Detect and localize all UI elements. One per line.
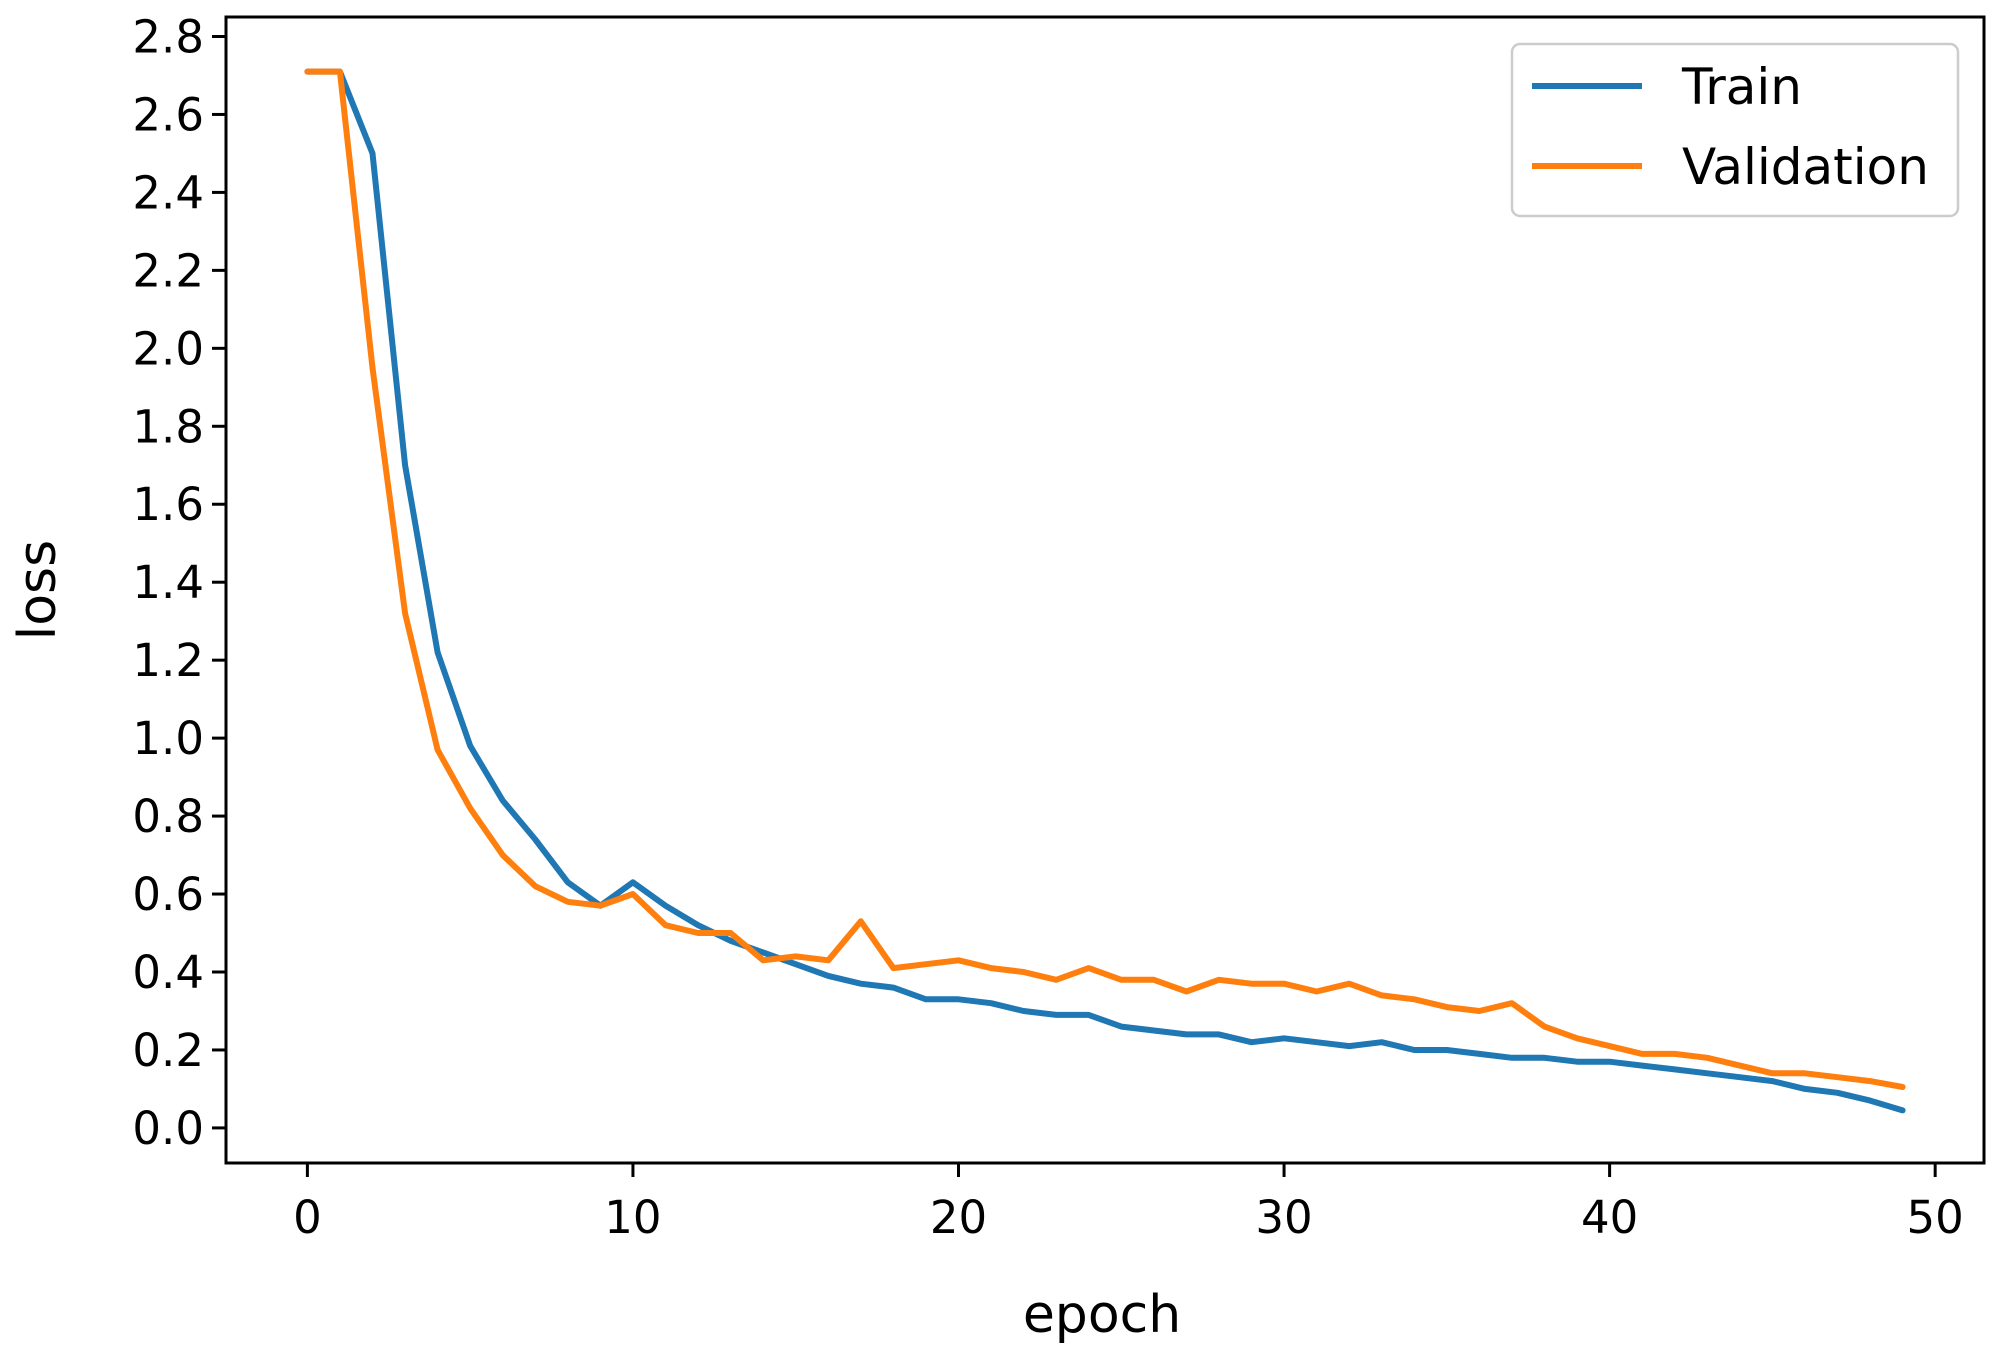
x-axis: 0 10 20 30 40 50 (293, 1163, 1964, 1244)
y-tick-label: 2.8 (132, 10, 204, 63)
x-tick-label: 10 (604, 1191, 661, 1244)
y-axis: 0.0 0.2 0.4 0.6 0.8 1.0 1.2 1.4 1.6 1.8 2.0 2.2 2.4 2… (132, 10, 226, 1155)
y-tick-label: 1.0 (132, 712, 204, 765)
y-tick-label: 1.8 (132, 400, 204, 453)
legend-label-train: Train (1681, 58, 1802, 116)
legend-label-validation: Validation (1682, 138, 1929, 196)
y-tick-label: 2.2 (132, 244, 204, 297)
x-tick-label: 20 (930, 1191, 987, 1244)
y-axis-label: loss (8, 540, 68, 640)
x-tick-label: 0 (293, 1191, 322, 1244)
y-tick-label: 2.4 (132, 166, 204, 219)
y-tick-label: 2.0 (132, 322, 204, 375)
x-axis-label: epoch (1023, 1285, 1181, 1345)
y-tick-label: 0.6 (132, 868, 204, 921)
y-tick-label: 0.4 (132, 946, 204, 999)
series-line-validation (304, 68, 1906, 1090)
x-tick-label: 50 (1907, 1191, 1964, 1244)
y-tick-label: 2.6 (132, 88, 204, 141)
y-tick-label: 0.8 (132, 790, 204, 843)
series-layer (304, 68, 1906, 1114)
x-tick-label: 30 (1255, 1191, 1312, 1244)
series-line-train (304, 68, 1906, 1114)
x-tick-label: 40 (1581, 1191, 1638, 1244)
y-tick-label: 1.2 (132, 634, 204, 687)
y-tick-label: 1.6 (132, 478, 204, 531)
y-tick-label: 1.4 (132, 556, 204, 609)
plot-frame (224, 15, 1986, 1165)
y-tick-label: 0.2 (132, 1024, 204, 1077)
legend: Train Validation (1510, 42, 1960, 218)
y-tick-label: 0.0 (132, 1102, 204, 1155)
